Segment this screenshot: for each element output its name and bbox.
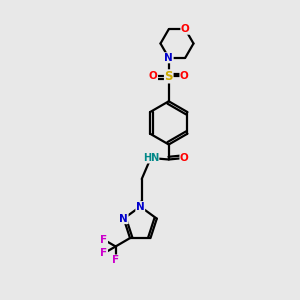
Text: F: F bbox=[112, 255, 119, 265]
Text: S: S bbox=[164, 70, 173, 83]
Text: N: N bbox=[136, 202, 145, 212]
Text: F: F bbox=[100, 248, 107, 258]
Text: O: O bbox=[149, 71, 158, 81]
Text: N: N bbox=[119, 214, 128, 224]
Text: O: O bbox=[180, 71, 189, 81]
Text: HN: HN bbox=[142, 153, 159, 163]
Text: O: O bbox=[181, 24, 190, 34]
Text: F: F bbox=[100, 235, 107, 245]
Text: N: N bbox=[164, 53, 173, 63]
Text: O: O bbox=[180, 153, 189, 163]
